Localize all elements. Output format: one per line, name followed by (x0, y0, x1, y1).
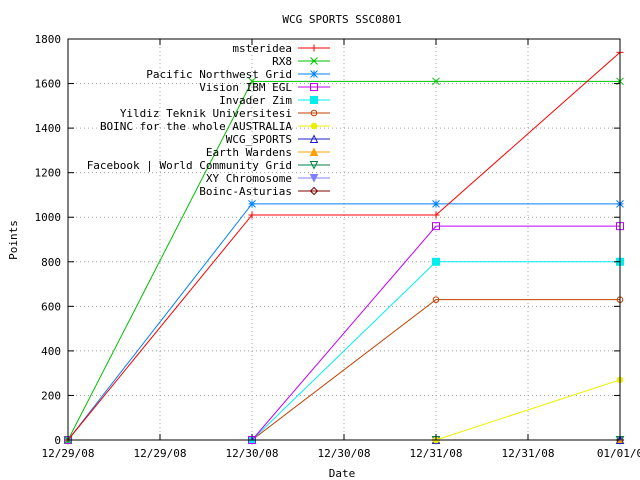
legend-label: Invader Zim (219, 94, 292, 107)
y-axis-label: Points (7, 220, 20, 260)
x-tick-label: 12/30/08 (226, 447, 279, 460)
legend-marker (310, 70, 318, 78)
y-tick-label: 200 (41, 389, 61, 402)
legend-label: Pacific Northwest Grid (146, 68, 292, 81)
data-point (432, 222, 440, 231)
grid-layer (68, 39, 620, 440)
legend-label: Earth Wardens (206, 146, 292, 159)
y-tick-label: 1800 (35, 33, 62, 46)
tick-layer: 0 200 400 600 800 1000 1200 1400 1600 1800 12/29/0… (35, 33, 640, 460)
legend-item: XY Chromosome (206, 172, 330, 185)
x-tick-label: 12/29/08 (134, 447, 187, 460)
legend-marker (310, 96, 318, 104)
legend-label: Yildiz Teknik Universitesi (120, 107, 292, 120)
series-line (67, 51, 621, 441)
legend-marker (310, 57, 318, 65)
data-point (248, 200, 256, 208)
legend-marker (309, 174, 319, 183)
legend-marker (310, 109, 318, 117)
y-tick-label: 400 (41, 345, 61, 358)
data-point (248, 77, 256, 86)
y-tick-label: 1000 (35, 211, 62, 224)
legend-marker (310, 122, 318, 130)
y-tick-label: 800 (41, 256, 61, 269)
x-tick-label: 12/29/08 (42, 447, 95, 460)
series-boinc-for-the-whole-australia (64, 376, 624, 444)
x-tick-label: 12/30/08 (318, 447, 371, 460)
y-tick-label: 1600 (35, 78, 62, 91)
legend-item: RX8 (272, 55, 330, 68)
legend-label: Facebook | World Community Grid (87, 159, 292, 172)
series-line (68, 379, 621, 441)
series-line (67, 203, 620, 441)
data-point (432, 257, 440, 266)
x-tick-label: 12/31/08 (502, 447, 555, 460)
legend-item: Invader Zim (219, 94, 330, 107)
data-point (432, 296, 440, 303)
legend-marker (309, 147, 319, 156)
series-line (68, 299, 620, 441)
legend-item: WCG_SPORTS (226, 133, 330, 146)
x-axis-label: Date (329, 467, 356, 480)
data-point (248, 211, 256, 219)
legend-item: Earth Wardens (206, 146, 330, 159)
legend-item: Boinc-Asturias (199, 185, 330, 198)
legend-item: msteridea (232, 42, 330, 55)
legend-label: Boinc-Asturias (199, 185, 292, 198)
x-tick-label: 01/01/0 (597, 447, 640, 460)
y-tick-label: 1200 (35, 167, 62, 180)
legend-marker (309, 161, 319, 170)
y-tick-label: 600 (41, 300, 61, 313)
data-point (432, 211, 440, 219)
legend-marker (309, 186, 319, 196)
legend-item: Pacific Northwest Grid (146, 68, 330, 81)
legend-item: BOINC for the whole AUSTRALIA (100, 120, 330, 133)
series-line (67, 80, 620, 441)
legend-label: msteridea (232, 42, 292, 55)
legend-label: WCG_SPORTS (226, 133, 292, 146)
series-line (68, 261, 620, 441)
data-point (432, 200, 440, 208)
y-tick-label: 1400 (35, 122, 62, 135)
data-point (432, 77, 440, 86)
legend-marker (310, 44, 318, 52)
x-tick-label: 12/31/08 (410, 447, 463, 460)
legend-marker (309, 134, 319, 143)
legend-label: XY Chromosome (206, 172, 292, 185)
legend-label: Vision IBM EGL (199, 81, 292, 94)
series-yildiz-teknik-universitesi (64, 296, 624, 444)
legend-label: BOINC for the whole AUSTRALIA (100, 120, 292, 133)
y-tick-label: 0 (54, 434, 61, 447)
chart-title: WCG SPORTS SSC0801 (282, 13, 401, 26)
legend-item: Facebook | World Community Grid (87, 159, 330, 172)
legend-label: RX8 (272, 55, 292, 68)
legend-item: Yildiz Teknik Universitesi (120, 107, 330, 120)
legend-marker (310, 83, 318, 91)
legend-item: Vision IBM EGL (199, 81, 330, 94)
